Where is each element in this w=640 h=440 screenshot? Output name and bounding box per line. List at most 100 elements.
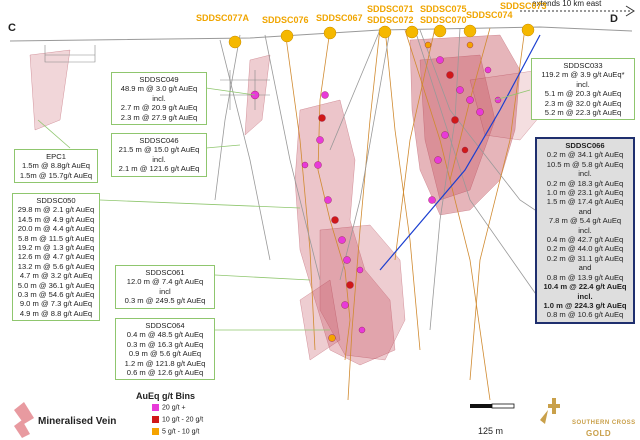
intercept-line: 1.5 m @ 17.4 g/t AuEq: [546, 197, 624, 207]
drillhole-label: SDDSC067: [316, 13, 363, 23]
callout-sddsc064: SDDSC064 0.4 m @ 48.5 g/t AuEq 0.3 m @ 1…: [115, 318, 215, 381]
intercept-line: and: [578, 263, 592, 273]
east-arrow-icon: [625, 5, 635, 17]
scale-label: 125 m: [478, 426, 504, 436]
intercept-line-bold: 10.4 m @ 22.4 g/t AuEq: [543, 282, 627, 292]
intercept-line: 12.0 m @ 7.4 g/t AuEq: [126, 277, 204, 287]
intercept-line: incl.: [576, 79, 590, 89]
intercept-line: 5.0 m @ 36.1 g/t AuEq: [17, 280, 95, 290]
intercept-line: incl: [159, 286, 171, 296]
swatch-icon: [152, 404, 159, 411]
intercept-line: 9.0 m @ 7.3 g/t AuEq: [19, 299, 93, 309]
intercept-line: 0.9 m @ 5.6 g/t AuEq: [128, 349, 202, 359]
intercept-line: 0.8 m @ 10.6 g/t AuEq: [546, 310, 624, 320]
intercept-line: 0.4 m @ 48.5 g/t AuEq: [126, 330, 204, 340]
legend-symbols: [14, 402, 34, 438]
legend-label: 10 g/t - 20 g/t: [162, 416, 204, 424]
drillhole-label: SDDSC071: [367, 4, 414, 14]
intercept-line: 5.2 m @ 22.3 g/t AuEq: [544, 108, 622, 118]
callout-sddsc033: SDDSC033 119.2 m @ 3.9 g/t AuEq* incl. 5…: [531, 58, 635, 121]
callout-title: SDDSC050: [36, 196, 76, 205]
callout-sddsc066: SDDSC066 0.2 m @ 34.1 g/t AuEq 10.5 m @ …: [535, 137, 635, 324]
intercept-line: and: [578, 206, 592, 216]
swatch-icon: [152, 416, 159, 423]
legend-label: 20 g/t +: [162, 404, 186, 412]
intercept-line: 14.5 m @ 4.9 g/t AuEq: [17, 214, 95, 224]
logo-icon: [540, 398, 560, 424]
section-end-right: D: [610, 13, 618, 25]
intercept-line: 1.5m @ 8.8g/t AuEq: [21, 161, 91, 171]
callout-title: SDDSC049: [139, 75, 179, 84]
intercept-line: 0.6 m @ 12.6 g/t AuEq: [126, 368, 204, 378]
legend-item-high: 20 g/t +: [152, 404, 186, 411]
workings-grid: [44, 45, 270, 110]
intercept-line: 19.2 m @ 1.3 g/t AuEq: [17, 243, 95, 253]
intercept-line-bold: incl.: [577, 291, 593, 301]
intercept-line: incl.: [578, 169, 592, 179]
callout-title: EPC1: [46, 152, 66, 161]
intercept-line: 5.1 m @ 20.3 g/t AuEq: [544, 89, 622, 99]
intercept-line: incl.: [152, 93, 166, 103]
callout-leaders: [37, 87, 531, 331]
intercept-line: 0.4 m @ 42.7 g/t AuEq: [546, 235, 624, 245]
legend-item-mid: 10 g/t - 20 g/t: [152, 416, 203, 423]
assay-markers: [250, 41, 502, 342]
section-end-left: C: [8, 22, 16, 34]
intercept-line: 4.9 m @ 8.8 g/t AuEq: [19, 308, 93, 318]
intercept-line: 2.1 m @ 121.6 g/t AuEq: [118, 164, 200, 174]
intercept-line: 2.7 m @ 20.9 g/t AuEq: [120, 103, 198, 113]
intercept-line: 0.3 m @ 249.5 g/t AuEq: [124, 296, 206, 306]
callout-sddsc050: SDDSC050 29.8 m @ 2.1 g/t AuEq 14.5 m @ …: [12, 193, 100, 322]
callout-title: SDDSC033: [563, 61, 603, 70]
callout-sddsc046: SDDSC046 21.5 m @ 15.0 g/t AuEq incl. 2.…: [111, 133, 207, 177]
intercept-line: 0.3 m @ 16.3 g/t AuEq: [126, 339, 204, 349]
ground-surface-line: [9, 26, 633, 42]
drillhole-label: SDDSC077A: [196, 13, 250, 23]
intercept-line: 0.2 m @ 44.0 g/t AuEq: [546, 244, 624, 254]
legend-item-low: 5 g/t - 10 g/t: [152, 428, 199, 435]
callout-title: SDDSC064: [145, 321, 185, 330]
intercept-line: 0.2 m @ 34.1 g/t AuEq: [546, 150, 624, 160]
intercept-line: 4.7 m @ 3.2 g/t AuEq: [19, 271, 93, 281]
intercept-line: 48.9 m @ 3.0 g/t AuEq: [120, 84, 198, 94]
intercept-line: 13.2 m @ 5.6 g/t AuEq: [17, 261, 95, 271]
intercept-line: 2.3 m @ 27.9 g/t AuEq: [120, 112, 198, 122]
drillhole-label: SDDSC072: [367, 15, 414, 25]
drillhole-label: SDDSC076: [262, 15, 309, 25]
east-extent-note: extends 10 km east: [532, 0, 602, 8]
callout-epc1: EPC1 1.5m @ 8.8g/t AuEq 1.5m @ 15.7g/t A…: [14, 149, 98, 184]
scale-bar: [470, 403, 515, 409]
callout-title: SDDSC061: [145, 268, 185, 277]
legend-label: 5 g/t - 10 g/t: [162, 428, 200, 436]
callout-sddsc061: SDDSC061 12.0 m @ 7.4 g/t AuEq incl 0.3 …: [115, 265, 215, 309]
drillhole-label: SDDSC074: [466, 10, 513, 20]
intercept-line: 0.8 m @ 13.9 g/t AuEq: [546, 272, 624, 282]
legend-title: AuEq g/t Bins: [136, 391, 195, 401]
intercept-line: 20.0 m @ 4.4 g/t AuEq: [17, 224, 95, 234]
vein-legend-label: Mineralised Vein: [38, 416, 117, 427]
intercept-line: 7.8 m @ 5.4 g/t AuEq: [548, 216, 622, 226]
intercept-line: incl.: [578, 225, 592, 235]
logo-text: SOUTHERN CROSS: [572, 420, 636, 426]
intercept-line: 12.6 m @ 4.7 g/t AuEq: [17, 252, 95, 262]
collar-markers: [228, 23, 535, 49]
drillhole-label: SDDSC070: [420, 15, 467, 25]
intercept-line: 0.2 m @ 31.1 g/t AuEq: [546, 253, 624, 263]
intercept-line: 1.5m @ 15.7g/t AuEq: [19, 170, 93, 180]
intercept-line: 1.2 m @ 121.8 g/t AuEq: [124, 358, 206, 368]
intercept-line: 5.8 m @ 11.5 g/t AuEq: [18, 233, 94, 243]
intercept-line: 119.2 m @ 3.9 g/t AuEq*: [541, 70, 625, 80]
drillhole-label: SDDSC073: [500, 1, 547, 11]
logo-subtext: GOLD: [586, 429, 612, 438]
callout-title: SDDSC066: [565, 141, 605, 150]
swatch-icon: [152, 428, 159, 435]
callout-title: SDDSC046: [139, 136, 179, 145]
drillhole-label: SDDSC075: [420, 4, 467, 14]
intercept-line: 29.8 m @ 2.1 g/t AuEq: [17, 205, 95, 215]
intercept-line: 10.5 m @ 5.8 g/t AuEq: [546, 159, 624, 169]
intercept-line-bold: 1.0 m @ 224.3 g/t AuEq: [543, 300, 627, 310]
callout-sddsc049: SDDSC049 48.9 m @ 3.0 g/t AuEq incl. 2.7…: [111, 72, 207, 126]
intercept-line: incl.: [152, 154, 166, 164]
intercept-line: 2.3 m @ 32.0 g/t AuEq: [544, 98, 622, 108]
